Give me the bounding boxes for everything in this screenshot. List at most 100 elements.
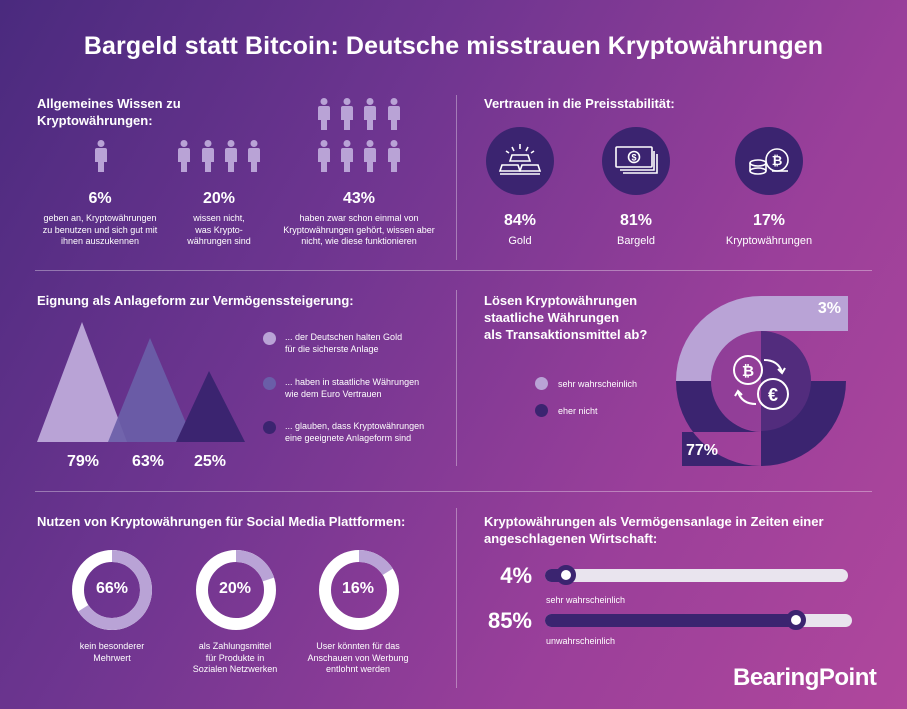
divider [35,491,872,492]
loesen-value-dark: 77% [686,442,719,459]
arc-dark-right [761,331,846,466]
social-text-3: User könnten für das Anschauen von Werbu… [293,641,423,676]
anlage-fill-2 [545,614,796,627]
arc-dark-left [676,381,761,466]
social-text-2-line1: als Zahlungsmittel [198,641,272,651]
anlage-knob-2 [785,610,806,630]
loesen-heading-line3: als Transaktionsmittel ab? [484,327,648,342]
anlage-value-1: 4% [500,563,532,588]
donut-value-arc [358,550,393,576]
loesen-heading-line1: Lösen Kryptowährungen [484,293,638,308]
anlage-label-2: unwahrscheinlich [546,636,616,646]
legend-text-gold-line2: für die sicherste Anlage [285,343,379,354]
anlage-heading: Kryptowährungen als Vermögensanlage in Z… [484,513,824,547]
loesen-heading-line2: staatliche Währungen [484,310,620,325]
vertrauen-value-gold: 84% [503,212,537,229]
vertrauen-label-bargeld: Bargeld [617,235,655,247]
divider [456,508,457,688]
wissen-text-3-line3: nicht, wie diese funktionieren [301,236,417,246]
social-value-3: 16% [341,580,375,597]
legend-text-waehrung-line2: wie dem Euro Vertrauen [285,388,382,399]
eignung-value-3: 25% [193,453,227,470]
donut-value-arc [78,550,152,630]
anlage-knob-1 [556,565,577,585]
divider [456,95,457,260]
crypto-coins-icon: ₿ [735,127,803,195]
triangle-gold [37,322,127,442]
wissen-text-3-line2: Kryptowährungen gehört, wissen aber [283,224,435,235]
legend-text-krypto: ... glauben, dass Kryptowährungen eine g… [285,421,424,444]
legend-text-waehrung: ... haben in staatliche Währungen wie de… [285,377,419,400]
social-text-2-line3: Sozialen Netzwerken [192,664,278,674]
social-text-3-line1: User könnten für das [316,641,400,651]
vertrauen-value-krypto: 17% [752,212,786,229]
svg-text:€: € [768,385,778,405]
wissen-value-2: 20% [202,190,236,207]
legend-dot-waehrung [263,377,276,390]
legend-text-eher-nicht: eher nicht [558,406,598,416]
wissen-text-2-line1: wissen nicht, [193,213,245,223]
wissen-heading-line1: Allgemeines Wissen zu [37,96,181,111]
divider [456,290,457,466]
banknotes-icon: $ [602,127,670,195]
svg-text:$: $ [631,153,636,163]
anlage-value-2: 85% [487,608,532,633]
wissen-text-2: wissen nicht, was Krypto- währungen sind [159,213,279,248]
legend-dot-gold [263,332,276,345]
loesen-value-light: 3% [817,300,841,317]
social-text-1: kein besonderer Mehrwert [52,641,172,664]
legend-dot-eher-nicht [535,404,548,417]
eignung-value-1: 79% [66,453,100,470]
vertrauen-value-bargeld: 81% [619,212,653,229]
arc-light [676,296,848,381]
exchange-icon [733,355,789,410]
wissen-text-1: geben an, Kryptowährungen zu benutzen un… [20,213,180,248]
legend-text-krypto-line1: ... glauben, dass Kryptowährungen [285,421,425,431]
anlage-label-1: sehr wahrscheinlich [546,595,626,605]
legend-text-gold: ... der Deutschen halten Gold für die si… [285,332,402,355]
social-text-3-line2: Anschauen von Werbung [307,652,409,663]
wissen-text-1-line3: ihnen auszukennen [60,236,140,246]
eignung-value-2: 63% [131,453,165,470]
wissen-text-1-line1: geben an, Kryptowährungen [43,213,157,223]
legend-text-wahrscheinlich: sehr wahrscheinlich [558,379,638,389]
anlage-track-1 [545,569,848,582]
wissen-text-2-line3: währungen sind [187,236,251,246]
legend-text-gold-line1: ... der Deutschen halten Gold [285,332,403,342]
loesen-heading: Lösen Kryptowährungen staatliche Währung… [484,292,647,343]
anlage-heading-line1: Kryptowährungen als Vermögensanlage in Z… [484,514,824,529]
social-text-1-line2: Mehrwert [93,652,131,663]
social-value-1: 66% [95,580,129,597]
vertrauen-label-krypto: Kryptowährungen [725,235,813,247]
legend-text-waehrung-line1: ... haben in staatliche Währungen [285,377,420,387]
divider [35,270,872,271]
wissen-text-3: haben zwar schon einmal von Kryptowährun… [264,213,454,248]
svg-text:₿: ₿ [772,153,783,168]
page-title: Bargeld statt Bitcoin: Deutsche misstrau… [83,32,824,60]
social-text-2: als Zahlungsmittel für Produkte in Sozia… [175,641,295,676]
triangle-waehrung [108,338,194,442]
legend-dot-wahrscheinlich [535,377,548,390]
wissen-text-3-line1: haben zwar schon einmal von [299,213,419,223]
wissen-value-1: 6% [88,190,112,207]
wissen-value-3: 43% [342,190,376,207]
wissen-heading-line2: Kryptowährungen: [37,113,153,128]
arc-hole [711,331,811,431]
donut-value-arc [235,550,275,582]
svg-text:₿: ₿ [742,363,754,380]
bearingpoint-logo: BearingPoint [733,664,877,691]
social-text-2-line2: für Produkte in [205,652,265,663]
eignung-heading: Eignung als Anlageform zur Vermögensstei… [37,293,354,308]
triangle-krypto [176,371,245,442]
wissen-heading: Allgemeines Wissen zu Kryptowährungen: [37,95,181,129]
legend-dot-krypto [263,421,276,434]
vertrauen-label-gold: Gold [508,235,532,247]
social-text-3-line3: entlohnt werden [325,664,391,674]
wissen-text-2-line2: was Krypto- [195,224,243,235]
wissen-text-1-line2: zu benutzen und sich gut mit [42,224,158,235]
social-heading: Nutzen von Kryptowährungen für Social Me… [37,514,406,529]
social-value-2: 20% [218,580,252,597]
